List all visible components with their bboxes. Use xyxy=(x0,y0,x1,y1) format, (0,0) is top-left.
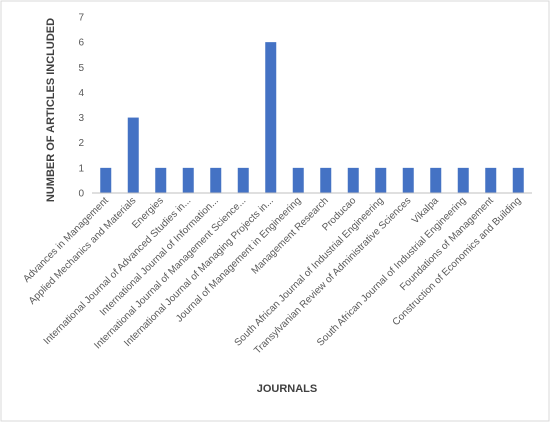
bar xyxy=(292,167,304,193)
y-tick-label: 5 xyxy=(78,63,84,74)
bar xyxy=(155,167,167,193)
bar xyxy=(127,117,139,193)
y-tick-label: 6 xyxy=(78,38,84,49)
bar xyxy=(100,167,112,193)
bar xyxy=(512,167,524,193)
bar xyxy=(210,167,222,193)
y-tick-label: 1 xyxy=(78,163,84,174)
y-tick-label: 3 xyxy=(78,113,84,124)
bar xyxy=(430,167,442,193)
bar xyxy=(485,167,497,193)
bar xyxy=(402,167,414,193)
bar xyxy=(265,42,277,193)
y-axis: 0 1 2 3 4 5 6 7 xyxy=(78,13,84,200)
bars-group xyxy=(100,42,524,193)
x-axis-title: JOURNALS xyxy=(257,383,318,395)
bar xyxy=(375,167,387,193)
y-tick-label: 2 xyxy=(78,138,84,149)
bar xyxy=(237,167,249,193)
y-tick-label: 7 xyxy=(78,13,84,24)
bar xyxy=(182,167,194,193)
y-tick-label: 4 xyxy=(78,88,84,99)
bar xyxy=(347,167,359,193)
y-axis-title: NUMBER OF ARTICLES INCLUDED xyxy=(45,18,57,202)
y-tick-label: 0 xyxy=(78,189,84,200)
bar xyxy=(320,167,332,193)
bar xyxy=(457,167,469,193)
